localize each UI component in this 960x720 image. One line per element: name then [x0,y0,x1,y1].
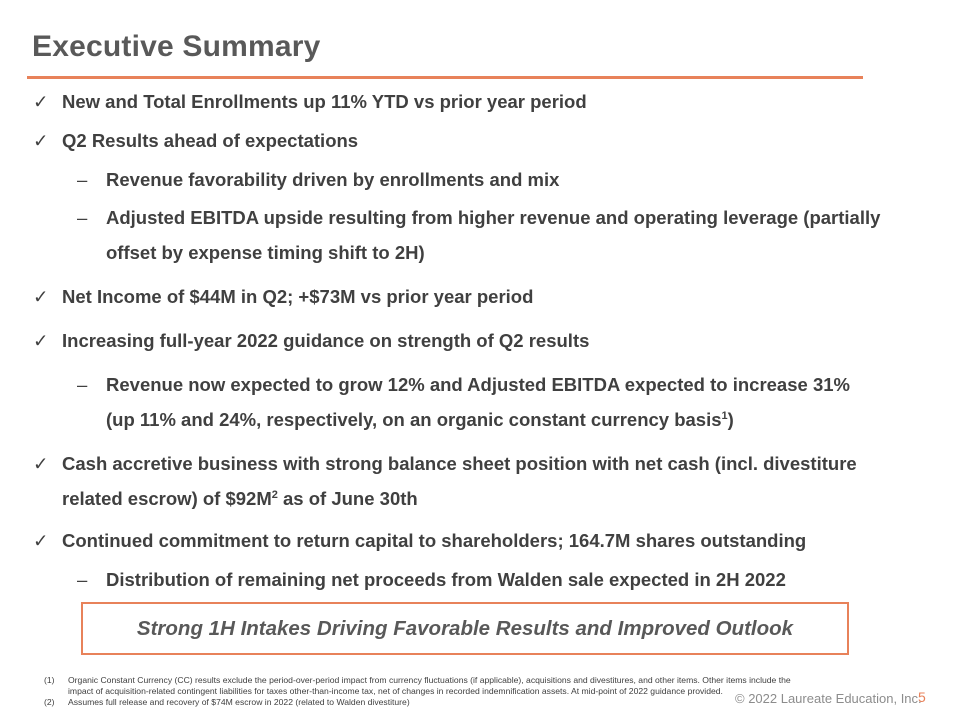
bullet-text: Net Income of $44M in Q2; +$73M vs prior… [62,286,534,307]
subbullet-revenue-favorability: – Revenue favorability driven by enrollm… [77,163,560,197]
bullet-return-capital: ✓ Continued commitment to return capital… [33,524,807,558]
bullet-text-line1: Adjusted EBITDA upside resulting from hi… [106,207,881,228]
checkmark-icon: ✓ [33,286,49,307]
dash-icon: – [77,207,88,228]
footnote-number: (2) [44,697,55,707]
footnotes: (1) Organic Constant Currency (CC) resul… [44,675,804,708]
bullet-text: Continued commitment to return capital t… [62,530,807,551]
bullet-cash-accretive: ✓ Cash accretive business with strong ba… [33,447,857,516]
dash-icon: – [77,374,88,395]
bullet-text-line2: (up 11% and 24%, respectively, on an org… [106,409,734,430]
footnote-text: Assumes full release and recovery of $74… [68,697,410,707]
bullet-enrollments: ✓ New and Total Enrollments up 11% YTD v… [33,85,587,119]
checkmark-icon: ✓ [33,530,49,551]
subbullet-adjusted-ebitda: – Adjusted EBITDA upside resulting from … [77,201,881,270]
subbullet-walden-distribution: – Distribution of remaining net proceeds… [77,563,786,597]
bullet-text: Q2 Results ahead of expectations [62,130,359,151]
checkmark-icon: ✓ [33,330,49,351]
bullet-q2-results: ✓ Q2 Results ahead of expectations [33,124,359,158]
copyright-notice: © 2022 Laureate Education, Inc. [735,691,922,706]
footnote-2: (2) Assumes full release and recovery of… [44,697,804,708]
page-title: Executive Summary [32,30,321,63]
bullet-text: Revenue favorability driven by enrollmen… [106,169,560,190]
dash-icon: – [77,169,88,190]
checkmark-icon: ✓ [33,453,49,474]
bullet-text: New and Total Enrollments up 11% YTD vs … [62,91,587,112]
title-divider [27,76,863,79]
bullet-net-income: ✓ Net Income of $44M in Q2; +$73M vs pri… [33,280,534,314]
footnote-number: (1) [44,675,55,685]
checkmark-icon: ✓ [33,91,49,112]
footnote-ref: 2 [271,488,278,501]
subbullet-revenue-growth: – Revenue now expected to grow 12% and A… [77,368,850,437]
page-number: 5 [918,689,926,705]
footnote-ref: 1 [721,409,728,422]
bullet-text-line1: Cash accretive business with strong bala… [62,453,857,474]
bullet-text-line1: Revenue now expected to grow 12% and Adj… [106,374,850,395]
dash-icon: – [77,569,88,590]
bullet-text: Distribution of remaining net proceeds f… [106,569,786,590]
checkmark-icon: ✓ [33,130,49,151]
bullet-text: Increasing full-year 2022 guidance on st… [62,330,590,351]
key-message-callout: Strong 1H Intakes Driving Favorable Resu… [81,602,849,655]
bullet-text-line2: related escrow) of $92M2 as of June 30th [62,488,418,509]
footnote-1: (1) Organic Constant Currency (CC) resul… [44,675,804,697]
bullet-guidance: ✓ Increasing full-year 2022 guidance on … [33,324,590,358]
bullet-text-line2: offset by expense timing shift to 2H) [106,242,425,263]
footnote-text: Organic Constant Currency (CC) results e… [68,675,791,696]
